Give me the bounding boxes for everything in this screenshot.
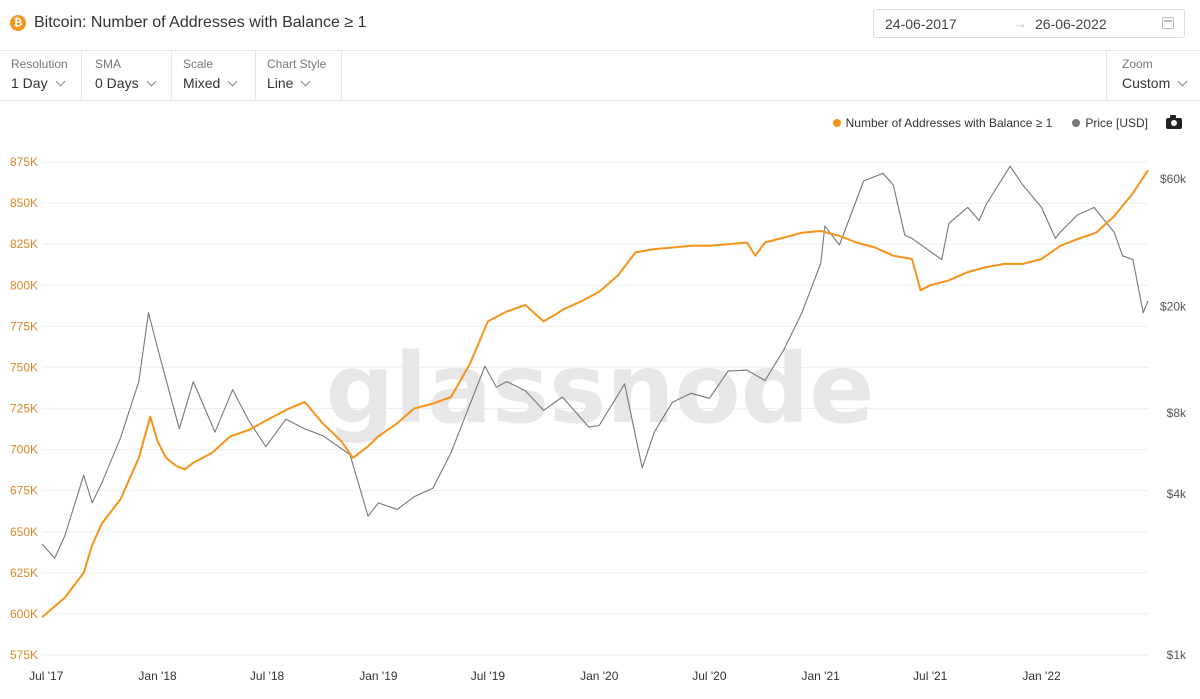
left-tick-label: 750K <box>10 360 38 374</box>
right-axis: $1k $4k $8k $20k $60k <box>1160 172 1187 662</box>
x-tick-label: Jan '21 <box>802 669 841 683</box>
left-tick-label: 725K <box>10 402 38 416</box>
right-tick-label: $4k <box>1167 487 1187 501</box>
x-tick-label: Jan '20 <box>580 669 619 683</box>
chart-toolbar: Resolution 1 Day SMA 0 Days Scale Mixed … <box>0 51 1200 101</box>
right-tick-label: $20k <box>1160 300 1187 314</box>
grid-lines <box>42 161 1148 656</box>
addresses-series-line <box>41 169 1149 618</box>
scale-label: Scale <box>183 57 214 71</box>
x-tick-label: Jan '19 <box>359 669 398 683</box>
x-tick-label: Jul '21 <box>913 669 948 683</box>
date-end-input[interactable]: 26-06-2022 <box>1035 16 1107 32</box>
chart-style-label: Chart Style <box>267 57 327 71</box>
resolution-dropdown[interactable]: Resolution 1 Day <box>0 51 82 100</box>
chart-style-value[interactable]: Line <box>267 75 311 91</box>
left-tick-label: 800K <box>10 278 38 292</box>
legend-label-addresses: Number of Addresses with Balance ≥ 1 <box>845 116 1053 130</box>
right-tick-label: $8k <box>1167 406 1187 420</box>
bitcoin-icon: ₿ <box>10 15 26 31</box>
left-tick-label: 575K <box>10 648 38 662</box>
arrow-right-icon: → <box>1014 16 1027 31</box>
left-tick-label: 825K <box>10 237 38 251</box>
x-tick-label: Jul '20 <box>692 669 727 683</box>
left-axis: 575K 600K 625K 650K 675K 700K 725K 750K 775K 800K… <box>10 155 38 662</box>
sma-dropdown[interactable]: SMA 0 Days <box>84 51 172 100</box>
x-tick-label: Jan '18 <box>138 669 177 683</box>
camera-icon[interactable] <box>1166 115 1182 129</box>
left-tick-label: 650K <box>10 525 38 539</box>
x-tick-label: Jul '19 <box>471 669 506 683</box>
chart-legend: Number of Addresses with Balance ≥ 1 Pri… <box>813 116 1148 130</box>
x-tick-label: Jan '22 <box>1022 669 1061 683</box>
zoom-dropdown[interactable]: Zoom Custom <box>1106 51 1200 100</box>
x-tick-label: Jul '17 <box>29 669 64 683</box>
resolution-label: Resolution <box>11 57 68 71</box>
left-tick-label: 850K <box>10 196 38 210</box>
calendar-icon[interactable] <box>1162 17 1174 29</box>
legend-item-price[interactable]: Price [USD] <box>1072 116 1148 130</box>
title-area: ₿ Bitcoin: Number of Addresses with Bala… <box>10 14 367 32</box>
left-tick-label: 600K <box>10 607 38 621</box>
price-series-line <box>41 165 1149 559</box>
watermark: glassnode <box>326 333 875 445</box>
series-lines <box>41 165 1149 618</box>
legend-label-price: Price [USD] <box>1085 116 1148 130</box>
date-range-picker[interactable]: 24-06-2017 → 26-06-2022 <box>873 9 1185 38</box>
left-tick-label: 625K <box>10 566 38 580</box>
left-tick-label: 775K <box>10 319 38 333</box>
zoom-label: Zoom <box>1122 57 1153 71</box>
left-tick-label: 875K <box>10 155 38 169</box>
x-tick-label: Jul '18 <box>250 669 285 683</box>
right-tick-label: $60k <box>1160 172 1187 186</box>
date-start-input[interactable]: 24-06-2017 <box>885 16 957 32</box>
scale-dropdown[interactable]: Scale Mixed <box>172 51 256 100</box>
legend-dot-price <box>1072 119 1081 127</box>
scale-value[interactable]: Mixed <box>183 75 238 91</box>
resolution-value[interactable]: 1 Day <box>11 75 66 91</box>
right-tick-label: $1k <box>1167 648 1187 662</box>
sma-value[interactable]: 0 Days <box>95 75 157 91</box>
left-tick-label: 700K <box>10 443 38 457</box>
zoom-value[interactable]: Custom <box>1122 75 1188 91</box>
legend-item-addresses[interactable]: Number of Addresses with Balance ≥ 1 <box>832 116 1053 130</box>
chart-style-dropdown[interactable]: Chart Style Line <box>256 51 342 100</box>
legend-dot-addresses <box>832 119 841 127</box>
sma-label: SMA <box>95 57 122 71</box>
chart-header: ₿ Bitcoin: Number of Addresses with Bala… <box>0 0 1200 51</box>
left-tick-label: 675K <box>10 484 38 498</box>
x-axis: Jul '17 Jan '18 Jul '18 Jan '19 Jul '19 Jan '… <box>29 669 1061 683</box>
page-title: Bitcoin: Number of Addresses with Balanc… <box>34 14 367 31</box>
